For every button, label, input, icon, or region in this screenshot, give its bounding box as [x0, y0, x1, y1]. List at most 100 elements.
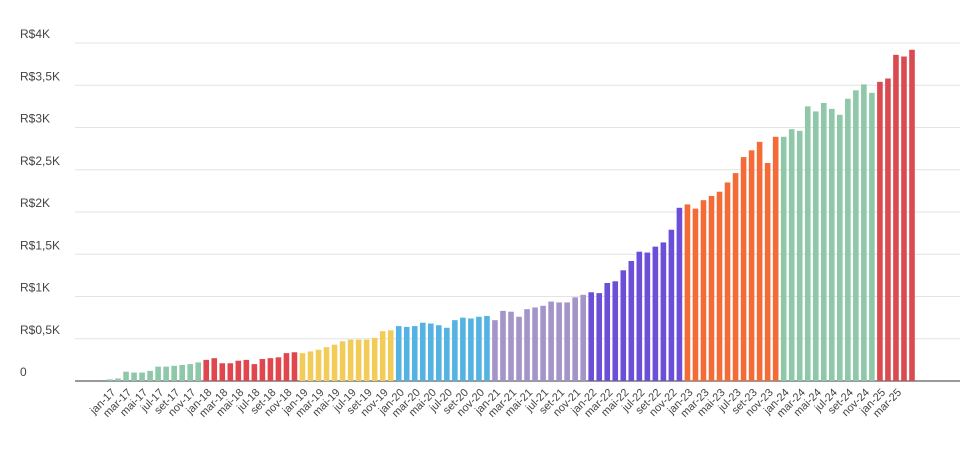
- bar: [331, 344, 338, 381]
- bar: [355, 339, 362, 381]
- bar: [163, 366, 169, 381]
- bar: [812, 111, 819, 381]
- bar: [452, 320, 458, 381]
- bar: [275, 357, 282, 381]
- bar: [139, 372, 145, 381]
- bar: [379, 331, 386, 381]
- bar: [347, 339, 354, 381]
- bar: [804, 106, 811, 381]
- bar: [732, 173, 739, 381]
- y-tick-label: R$1K: [20, 281, 50, 295]
- bar: [676, 207, 683, 381]
- bar: [556, 302, 562, 381]
- bar: [548, 301, 554, 381]
- bar: [660, 242, 667, 381]
- bar: [644, 252, 651, 381]
- bar: [540, 305, 546, 381]
- bar: [796, 130, 803, 381]
- bar: [131, 372, 137, 381]
- bar: [428, 323, 434, 381]
- bar: [460, 317, 466, 381]
- bar: [283, 353, 290, 381]
- bar: [492, 320, 498, 381]
- bar: [387, 330, 394, 381]
- bar: [772, 136, 779, 381]
- bar: [780, 136, 787, 381]
- bar: [716, 191, 723, 381]
- bar: [628, 261, 635, 381]
- bar: [788, 129, 795, 381]
- bar: [588, 292, 594, 381]
- bar: [476, 316, 482, 381]
- bar: [403, 326, 410, 381]
- bar: [516, 316, 522, 381]
- y-tick-label: R$0,5K: [20, 323, 60, 337]
- bar: [572, 297, 578, 381]
- bar: [436, 325, 442, 381]
- bar: [829, 108, 835, 381]
- bar: [853, 90, 859, 381]
- bar: [652, 246, 659, 381]
- bar: [620, 270, 627, 381]
- bar: [299, 353, 306, 381]
- bar: [259, 359, 266, 381]
- bar: [444, 327, 450, 381]
- bar: [243, 359, 250, 381]
- bar: [179, 364, 185, 381]
- bar: [877, 81, 883, 382]
- bar: [171, 365, 177, 381]
- bar: [371, 337, 378, 381]
- bar: [323, 347, 330, 381]
- bar: [837, 114, 843, 381]
- bar: [636, 251, 643, 381]
- bar: [468, 318, 474, 381]
- bar: [532, 307, 538, 381]
- bar: [227, 363, 234, 381]
- bar: [219, 363, 226, 381]
- y-tick-label: R$3,5K: [20, 69, 60, 83]
- bar: [756, 141, 763, 381]
- bar: [147, 370, 153, 381]
- bar: [307, 351, 314, 381]
- bar: [291, 352, 298, 381]
- bar: [692, 208, 699, 381]
- bar: [700, 200, 707, 381]
- bar: [107, 379, 113, 381]
- y-tick-label: 0: [20, 365, 27, 379]
- bar: [315, 349, 322, 381]
- y-tick-label: R$1,5K: [20, 238, 60, 252]
- bar: [203, 359, 210, 381]
- bar: [251, 364, 258, 381]
- bar: [155, 366, 161, 381]
- bar: [668, 229, 675, 381]
- y-tick-label: R$2,5K: [20, 154, 60, 168]
- y-tick-label: R$4K: [20, 27, 50, 41]
- bar: [708, 195, 715, 381]
- bar: [724, 182, 731, 381]
- bar: [885, 78, 891, 382]
- bar: [820, 102, 827, 382]
- bar: [115, 378, 121, 381]
- bar: [195, 362, 202, 381]
- bar: [267, 358, 274, 381]
- bar: [869, 92, 875, 381]
- bar: [893, 54, 899, 382]
- bar: [508, 311, 514, 381]
- bar: [484, 315, 490, 381]
- bar: [500, 310, 506, 381]
- bar: [604, 282, 611, 381]
- bar: [612, 281, 619, 381]
- bar: [580, 294, 586, 381]
- bar: [901, 56, 907, 382]
- bar: [395, 326, 402, 381]
- bar: [411, 326, 418, 381]
- bar: [187, 364, 193, 381]
- bar: [363, 339, 370, 381]
- y-tick-label: R$2K: [20, 196, 50, 210]
- bar: [339, 341, 346, 381]
- bar: [684, 204, 691, 381]
- bar: [861, 84, 867, 381]
- bar: [564, 302, 570, 381]
- bar: [596, 293, 603, 381]
